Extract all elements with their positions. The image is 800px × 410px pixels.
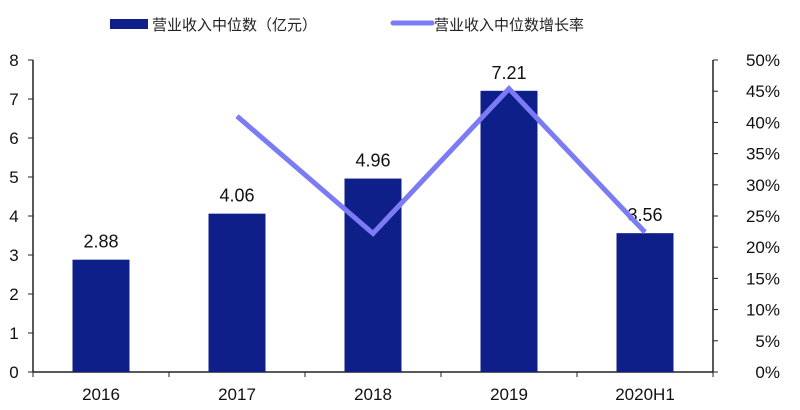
left-axis-tick-label: 2 (9, 285, 18, 304)
right-axis-tick-label: 5% (755, 332, 780, 351)
left-axis-tick-label: 5 (9, 168, 18, 187)
x-axis-tick-label: 2020H1 (615, 385, 675, 404)
legend-label-line: 营业收入中位数增长率 (434, 16, 584, 34)
right-axis-tick-label: 45% (746, 82, 780, 101)
x-axis-tick-label: 2016 (82, 385, 120, 404)
right-axis-tick-label: 10% (746, 301, 780, 320)
right-axis-tick-label: 0% (755, 363, 780, 382)
left-axis-tick-label: 4 (9, 207, 18, 226)
bar (344, 178, 402, 372)
bar (208, 213, 266, 372)
bar (72, 259, 130, 372)
right-axis-tick-label: 25% (746, 207, 780, 226)
bar-data-label: 4.96 (355, 151, 390, 171)
x-axis-tick-label: 2017 (218, 385, 256, 404)
left-axis-tick-label: 7 (9, 90, 18, 109)
left-axis-tick-label: 0 (9, 363, 18, 382)
legend-swatch-bar (110, 19, 148, 29)
legend-label-bar: 营业收入中位数（亿元） (152, 16, 317, 34)
left-axis-tick-label: 1 (9, 324, 18, 343)
right-axis-tick-label: 35% (746, 145, 780, 164)
right-axis-tick-label: 15% (746, 269, 780, 288)
bar-data-label: 2.88 (83, 232, 118, 252)
right-axis-tick-label: 50% (746, 51, 780, 70)
growth-rate-line (235, 85, 647, 237)
x-axis-tick-label: 2018 (354, 385, 392, 404)
left-axis-tick-label: 8 (9, 51, 18, 70)
left-axis-tick-label: 6 (9, 129, 18, 148)
bar (616, 233, 674, 372)
x-axis-tick-label: 2019 (490, 385, 528, 404)
bar-data-label: 4.06 (219, 186, 254, 206)
right-axis-tick-label: 20% (746, 238, 780, 257)
bar (480, 90, 538, 372)
right-axis-tick-label: 30% (746, 176, 780, 195)
bar-data-label: 7.21 (491, 63, 526, 83)
left-axis-tick-label: 3 (9, 246, 18, 265)
right-axis-tick-label: 40% (746, 113, 780, 132)
